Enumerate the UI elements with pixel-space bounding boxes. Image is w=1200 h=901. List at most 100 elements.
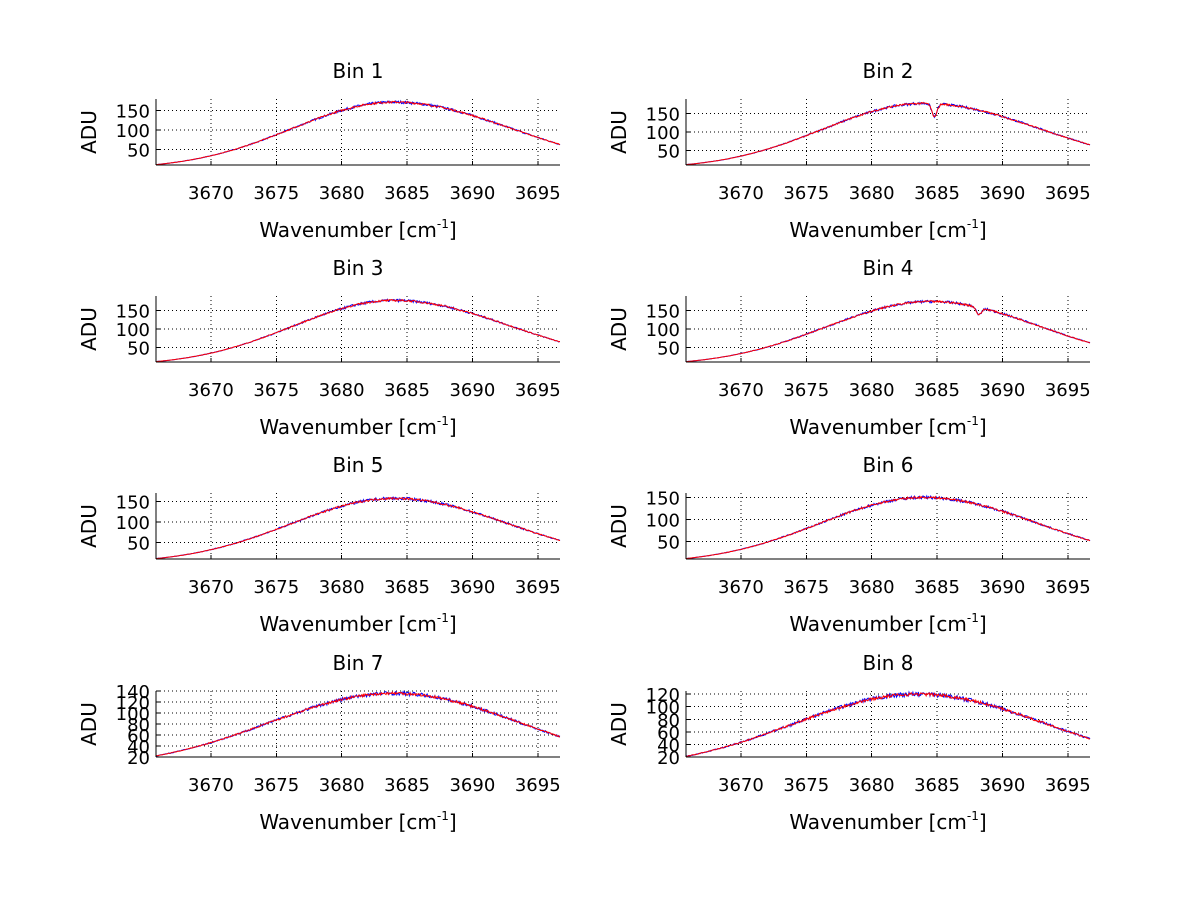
x-tick-label: 3680 <box>849 577 895 598</box>
x-axis-label: Wavenumber [cm-1] <box>789 217 986 242</box>
y-tick-label: 50 <box>127 338 150 359</box>
x-tick-label: 3670 <box>188 577 234 598</box>
x-axis-label-end: ] <box>979 810 987 834</box>
x-axis-label-sup: -1 <box>437 611 449 625</box>
x-tick-label: 3675 <box>253 775 299 796</box>
x-axis-label-sup: -1 <box>967 809 979 823</box>
x-tick-label: 3675 <box>783 183 829 204</box>
x-tick-label: 3670 <box>718 775 764 796</box>
x-axis-label-end: ] <box>979 612 987 636</box>
series-line-model <box>155 691 561 757</box>
y-tick-label: 60 <box>657 723 680 744</box>
x-tick-label: 3695 <box>1045 775 1091 796</box>
x-axis-label: Wavenumber [cm-1] <box>789 809 986 834</box>
subplot-bin-7: Bin 7 3670 3675 3680 3685 3690 3695 20406080100… <box>77 651 561 834</box>
y-tick-label: 150 <box>646 488 680 509</box>
x-tick-label: 3675 <box>253 380 299 401</box>
x-tick-label: 3695 <box>1045 577 1091 598</box>
x-tick-label: 3680 <box>849 775 895 796</box>
x-tick-label: 3695 <box>515 183 561 204</box>
x-axis-label-sup: -1 <box>437 414 449 428</box>
x-tick-label: 3670 <box>718 380 764 401</box>
x-tick-label: 3685 <box>384 183 430 204</box>
x-tick-label: 3670 <box>188 183 234 204</box>
series-line-model <box>155 298 560 363</box>
x-tick-label: 3695 <box>1045 380 1091 401</box>
x-axis-label-sup: -1 <box>437 809 449 823</box>
subplot-title: Bin 3 <box>332 256 383 280</box>
x-tick-label: 3685 <box>914 183 960 204</box>
x-tick-label: 3670 <box>188 775 234 796</box>
y-axis-label: ADU <box>77 110 101 154</box>
x-tick-label: 3675 <box>253 577 299 598</box>
y-tick-label: 50 <box>657 141 680 162</box>
y-tick-label: 50 <box>657 532 680 553</box>
subplot-title: Bin 8 <box>862 651 913 675</box>
y-tick-label: 150 <box>116 302 150 323</box>
x-tick-label: 3670 <box>718 183 764 204</box>
y-tick-label: 60 <box>127 726 150 747</box>
series-line-model <box>685 495 1091 560</box>
x-tick-label: 3690 <box>449 380 495 401</box>
y-tick-label: 100 <box>646 123 680 144</box>
x-tick-label: 3695 <box>515 577 561 598</box>
y-axis-label: ADU <box>77 702 101 746</box>
x-tick-label: 3690 <box>449 775 495 796</box>
x-axis-label-main: Wavenumber [cm <box>259 810 437 834</box>
x-tick-label: 3685 <box>914 775 960 796</box>
subplot-title: Bin 6 <box>862 453 913 477</box>
x-tick-label: 3685 <box>384 380 430 401</box>
x-tick-label: 3675 <box>783 577 829 598</box>
x-tick-label: 3685 <box>384 775 430 796</box>
y-tick-label: 150 <box>646 302 680 323</box>
x-tick-label: 3690 <box>979 183 1025 204</box>
x-tick-label: 3690 <box>979 775 1025 796</box>
x-axis-label-main: Wavenumber [cm <box>789 415 967 439</box>
x-axis-label-sup: -1 <box>967 414 979 428</box>
x-axis-label: Wavenumber [cm-1] <box>259 414 456 439</box>
y-tick-label: 20 <box>657 748 680 769</box>
y-tick-label: 120 <box>646 685 680 706</box>
x-axis-label-main: Wavenumber [cm <box>789 810 967 834</box>
x-tick-label: 3695 <box>515 775 561 796</box>
x-axis-label-sup: -1 <box>967 217 979 231</box>
subplot-title: Bin 7 <box>332 651 383 675</box>
subplot-bin-8: Bin 8 3670 3675 3680 3685 3690 3695 20406080100… <box>607 651 1091 834</box>
series-line-measured <box>686 494 1091 559</box>
x-tick-label: 3680 <box>319 380 365 401</box>
x-axis-label: Wavenumber [cm-1] <box>259 611 456 636</box>
y-axis-label: ADU <box>607 307 631 351</box>
x-axis-label-end: ] <box>979 415 987 439</box>
x-axis-label: Wavenumber [cm-1] <box>259 217 456 242</box>
x-axis-label-main: Wavenumber [cm <box>259 612 437 636</box>
x-tick-label: 3690 <box>449 183 495 204</box>
x-tick-label: 3670 <box>718 577 764 598</box>
y-tick-label: 40 <box>657 735 680 756</box>
x-axis-label-sup: -1 <box>967 611 979 625</box>
x-tick-label: 3670 <box>188 380 234 401</box>
subplot-title: Bin 2 <box>862 59 913 83</box>
y-tick-label: 120 <box>116 693 150 714</box>
series-line-model <box>686 299 1091 363</box>
x-tick-label: 3695 <box>1045 183 1091 204</box>
y-axis-label: ADU <box>607 504 631 548</box>
series-line-model <box>155 100 561 166</box>
x-tick-label: 3680 <box>849 183 895 204</box>
y-tick-label: 100 <box>646 698 680 719</box>
y-tick-label: 100 <box>116 513 150 534</box>
x-axis-label-end: ] <box>449 810 457 834</box>
subplot-title: Bin 1 <box>332 59 383 83</box>
y-tick-label: 100 <box>116 320 150 341</box>
y-axis-label: ADU <box>607 702 631 746</box>
series-line-model <box>155 496 561 560</box>
y-tick-label: 150 <box>116 102 150 123</box>
y-tick-label: 50 <box>657 338 680 359</box>
y-tick-label: 50 <box>127 534 150 555</box>
x-axis-label: Wavenumber [cm-1] <box>789 414 986 439</box>
y-axis-label: ADU <box>77 504 101 548</box>
x-axis-label: Wavenumber [cm-1] <box>789 611 986 636</box>
x-tick-label: 3685 <box>914 380 960 401</box>
